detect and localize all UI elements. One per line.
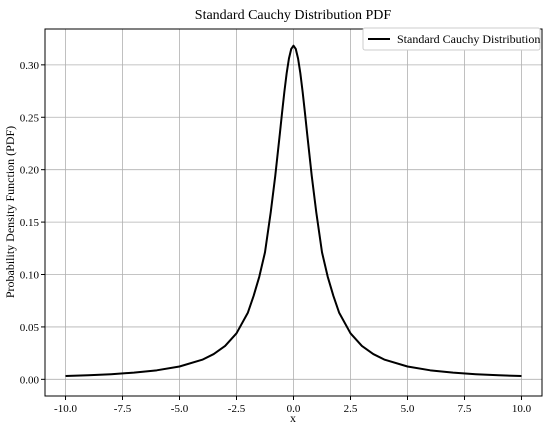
x-tick-label: -7.5	[114, 403, 132, 415]
y-axis-label: Probability Density Function (PDF)	[3, 126, 17, 298]
legend-box	[362, 27, 541, 51]
x-tick-label: -10.0	[54, 403, 77, 415]
x-tick-label: 7.5	[458, 403, 472, 415]
y-tick-label: 0.30	[20, 60, 40, 72]
y-tick-label: 0.15	[20, 217, 40, 229]
legend-label: Standard Cauchy Distribution	[397, 32, 540, 46]
axis-ticks: -10.0 -7.5 -5.0 -2.5 0.0 2.5 5.0 7.5 10.0 0.00 0.0…	[20, 60, 532, 415]
chart-title: Standard Cauchy Distribution PDF	[195, 8, 392, 23]
x-tick-label: -5.0	[171, 403, 189, 415]
series-layer	[65, 44, 522, 378]
legend: Standard Cauchy Distribution	[362, 27, 541, 51]
plot-frame	[44, 28, 543, 397]
x-tick-label: -2.5	[228, 403, 246, 415]
grid-lines	[45, 29, 542, 396]
x-tick-label: 5.0	[401, 403, 415, 415]
y-tick-label: 0.10	[20, 270, 40, 282]
x-axis-label: x	[290, 411, 296, 425]
x-tick-label: 2.5	[344, 403, 358, 415]
y-tick-label: 0.00	[20, 374, 40, 386]
x-tick-label: 10.0	[512, 403, 532, 415]
y-tick-label: 0.20	[20, 165, 40, 177]
y-tick-label: 0.25	[20, 112, 40, 124]
y-tick-label: 0.05	[20, 322, 40, 334]
series-line-standard-cauchy	[65, 44, 522, 378]
x-tick-label: 0.0	[287, 403, 301, 415]
